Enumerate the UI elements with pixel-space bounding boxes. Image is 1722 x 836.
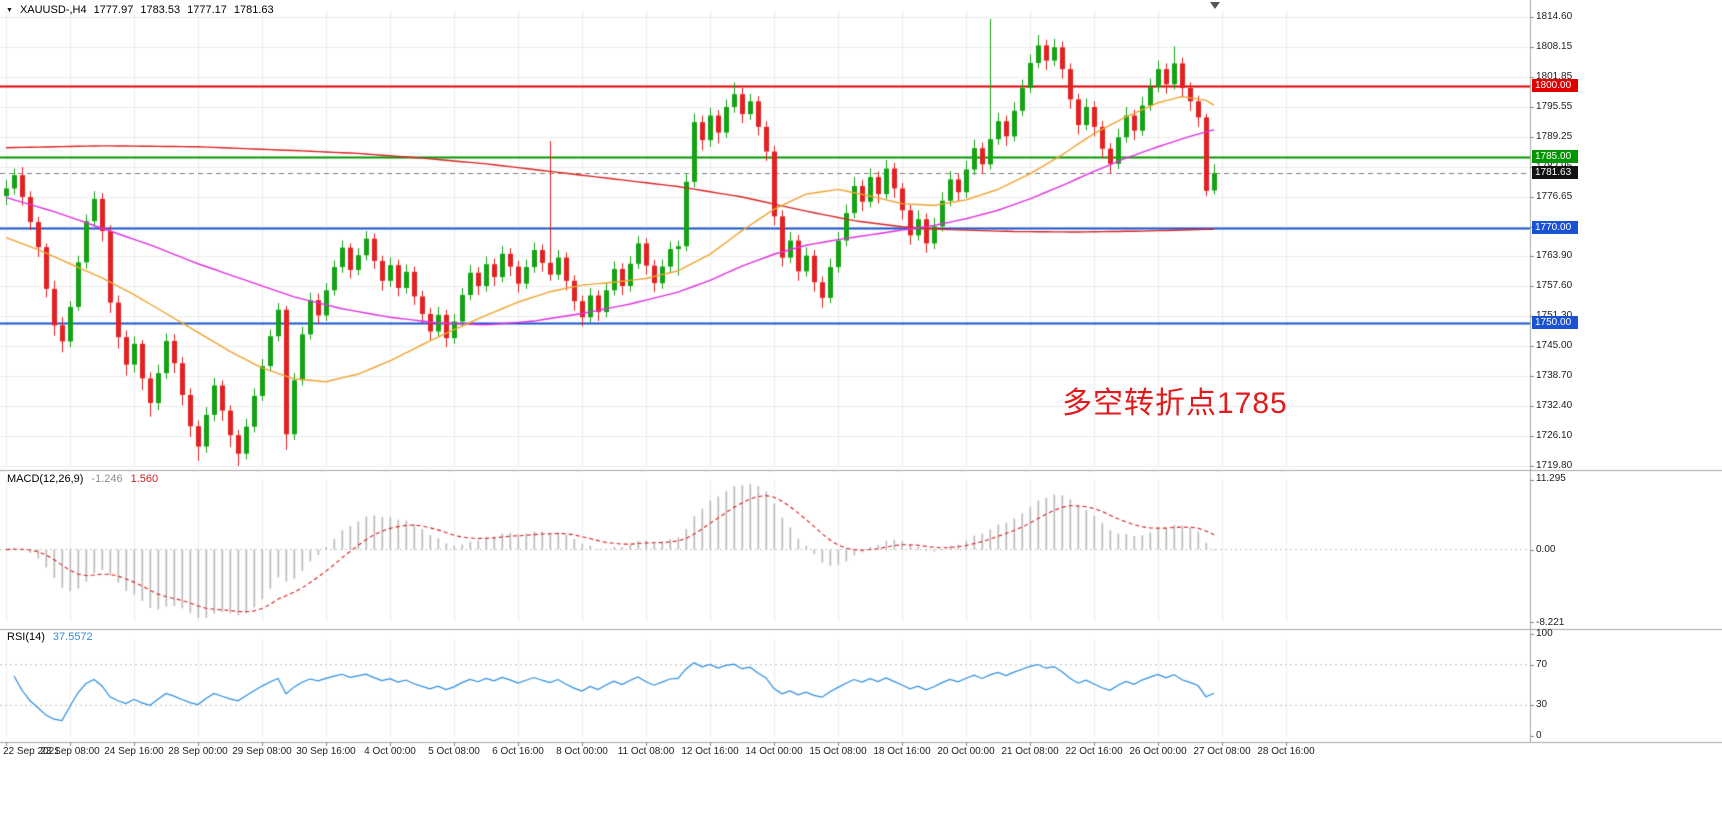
ohlc-close: 1781.63 (233, 4, 274, 16)
price-tick-label: 1751.30 (1536, 310, 1572, 321)
time-axis-label: 18 Oct 16:00 (873, 746, 931, 757)
time-axis-label: 27 Oct 08:00 (1193, 746, 1251, 757)
price-tick-label: 1789.25 (1536, 130, 1573, 142)
annotation-text: 多空转折点1785 (1062, 387, 1288, 420)
macd-tick-label: -8.221 (1536, 617, 1565, 628)
ohlc-high: 1783.53 (140, 4, 181, 16)
symbol-dropdown-icon[interactable]: ▼ (6, 6, 13, 14)
time-axis-label: 23 Sep 08:00 (40, 746, 100, 757)
level-price-badge: 1800.00 (1532, 79, 1578, 93)
chart-title: ▼ XAUUSD-,H4 1777.97 1783.53 1777.17 178… (6, 4, 274, 16)
time-axis-label: 29 Sep 08:00 (232, 746, 292, 757)
level-price-badge: 1785.00 (1532, 150, 1578, 164)
price-tick-label: 1726.10 (1536, 430, 1573, 442)
time-axis-label: 26 Oct 00:00 (1129, 746, 1187, 757)
rsi-name: RSI(14) (7, 631, 45, 643)
time-axis-label: 24 Sep 16:00 (104, 746, 164, 757)
price-tick-label: 1745.00 (1536, 340, 1573, 352)
macd-tick-label: 0.00 (1536, 543, 1556, 555)
rsi-tick-label: 70 (1536, 658, 1548, 670)
price-tick-label: 1732.40 (1536, 400, 1573, 412)
time-axis-label: 30 Sep 16:00 (296, 746, 356, 757)
time-axis-label: 21 Oct 08:00 (1001, 746, 1059, 757)
rsi-tick-label: 30 (1536, 699, 1548, 711)
time-axis-label: 12 Oct 16:00 (681, 746, 739, 757)
price-tick-label: 1763.90 (1536, 250, 1573, 262)
chart-shift-marker[interactable] (1210, 2, 1220, 9)
price-tick-label: 1795.55 (1536, 100, 1573, 112)
rsi-value: 37.5572 (52, 631, 93, 643)
time-axis-label: 8 Oct 00:00 (556, 746, 608, 757)
macd-name: MACD(12,26,9) (7, 473, 84, 485)
time-axis-label: 20 Oct 00:00 (937, 746, 995, 757)
price-tick-label: 1757.60 (1536, 280, 1573, 292)
time-axis-label: 22 Oct 16:00 (1065, 746, 1123, 757)
macd-indicator-label: MACD(12,26,9) -1.246 1.560 (7, 473, 158, 485)
level-price-badge: 1750.00 (1532, 315, 1578, 329)
time-axis-label: 22 Sep 2021 (3, 746, 60, 757)
macd-value-signal: 1.560 (130, 473, 159, 485)
level-price-badge: 1770.00 (1532, 221, 1578, 235)
rsi-tick-label: 0 (1536, 730, 1542, 741)
time-axis-label: 28 Sep 00:00 (168, 746, 228, 757)
time-axis-label: 4 Oct 00:00 (364, 746, 416, 757)
rsi-indicator-label: RSI(14) 37.5572 (7, 631, 93, 643)
price-tick-label: 1738.70 (1536, 370, 1573, 382)
current-price-badge: 1781.63 (1532, 166, 1578, 180)
macd-value-main: -1.246 (91, 473, 123, 485)
rsi-tick-label: 100 (1536, 628, 1553, 639)
time-axis-label: 5 Oct 08:00 (428, 746, 480, 757)
symbol-timeframe-label: XAUUSD-,H4 (19, 4, 87, 16)
time-axis-label: 28 Oct 16:00 (1257, 746, 1315, 757)
ohlc-low: 1777.17 (187, 4, 227, 16)
time-axis-label: 15 Oct 08:00 (809, 746, 867, 757)
price-tick-label: 1719.80 (1536, 460, 1573, 471)
ohlc-open: 1777.97 (93, 4, 134, 16)
price-tick-label: 1808.15 (1536, 40, 1573, 52)
time-axis-label: 6 Oct 16:00 (492, 746, 544, 757)
price-tick-label: 1801.85 (1536, 70, 1573, 82)
price-tick-label: 1814.60 (1536, 11, 1573, 22)
macd-tick-label: 11.295 (1536, 473, 1566, 484)
time-axis-label: 11 Oct 08:00 (617, 746, 675, 757)
time-axis-label: 14 Oct 00:00 (745, 746, 803, 757)
price-tick-label: 1776.65 (1536, 190, 1573, 202)
